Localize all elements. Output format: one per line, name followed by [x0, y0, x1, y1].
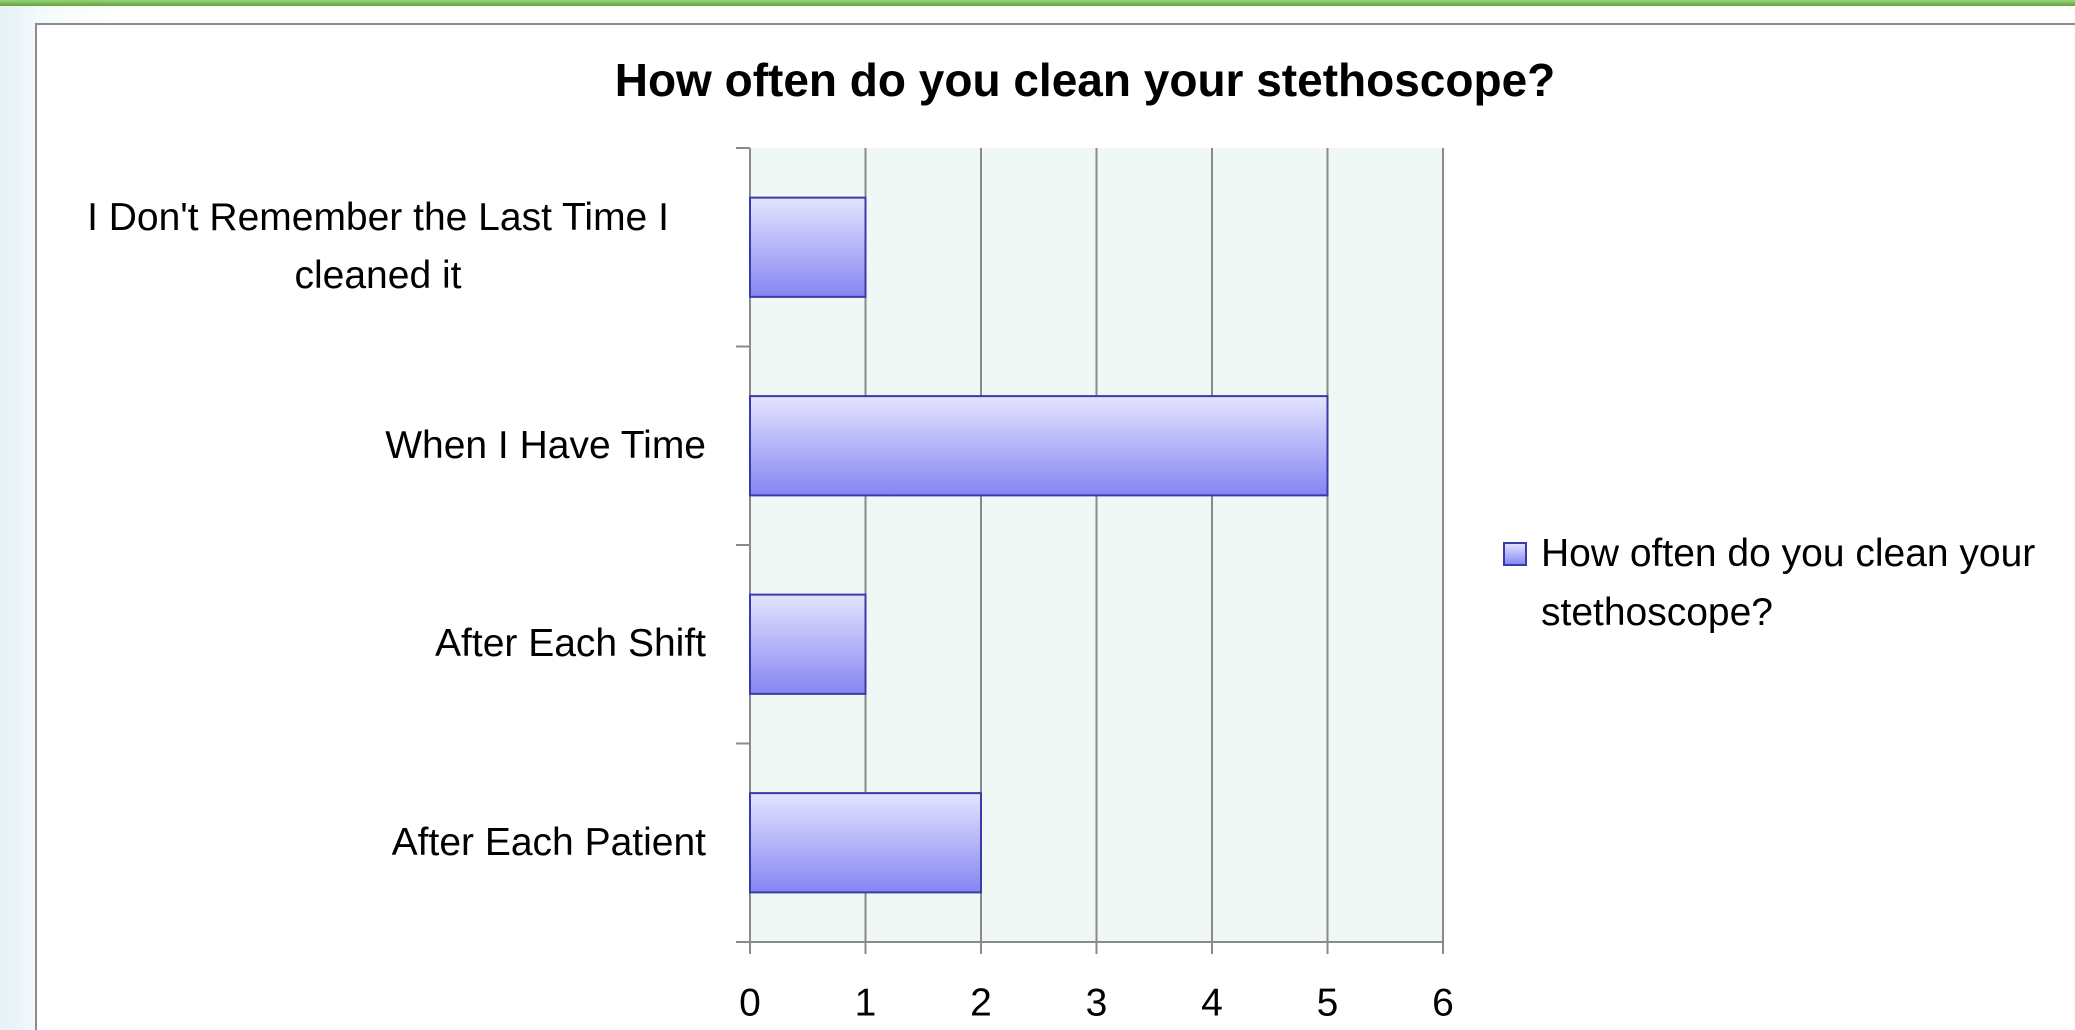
- y-tick-label-wrap: I Don't Remember the Last Time I cleaned…: [50, 148, 706, 347]
- y-tick-label: I Don't Remember the Last Time I cleaned…: [87, 195, 669, 298]
- y-tick-label-wrap: When I Have Time: [50, 347, 706, 546]
- top-strip: [0, 0, 2075, 6]
- y-tick-label: When I Have Time: [385, 423, 706, 467]
- y-tick-label-wrap: After Each Shift: [50, 545, 706, 744]
- bar: [749, 593, 867, 695]
- legend-label-box: How often do you clean your stethoscope?: [1541, 525, 2075, 655]
- bar: [749, 196, 867, 298]
- y-tick-label-box: When I Have Time: [50, 347, 706, 546]
- legend-label: How often do you clean your stethoscope?: [1541, 532, 2036, 634]
- y-tick-label: After Each Patient: [391, 820, 706, 864]
- legend-label-wrap: How often do you clean your stethoscope?: [1541, 525, 2075, 655]
- y-tick-label-box: After Each Shift: [50, 545, 706, 744]
- y-tick-label-box: After Each Patient: [50, 744, 706, 943]
- x-tick-label: 6: [1432, 981, 1454, 1024]
- y-tick-label: After Each Shift: [435, 622, 706, 665]
- legend-swatch: [1503, 542, 1527, 566]
- bar: [749, 395, 1329, 497]
- chart-title: How often do you clean your stethoscope?: [615, 54, 1556, 106]
- x-tick-label: 1: [855, 981, 877, 1024]
- y-tick-label-box: I Don't Remember the Last Time I cleaned…: [50, 148, 706, 347]
- x-tick-label: 5: [1317, 981, 1339, 1024]
- x-tick-label: 3: [1086, 981, 1108, 1024]
- x-tick-label: 2: [970, 981, 992, 1024]
- y-tick-label-wrap: After Each Patient: [50, 744, 706, 943]
- bar: [749, 792, 982, 894]
- x-tick-label: 0: [739, 981, 761, 1024]
- x-tick-label: 4: [1201, 981, 1223, 1024]
